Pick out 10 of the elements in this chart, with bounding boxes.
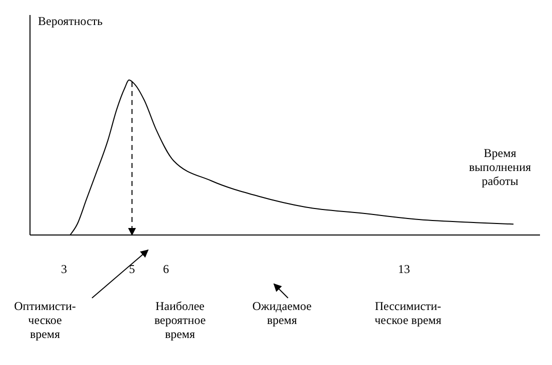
x-tick-label: 13 — [398, 262, 410, 276]
text: Наиболее вероятное время — [154, 299, 206, 341]
y-axis-title: Вероятность — [38, 14, 104, 28]
x-tick-label: 3 — [61, 262, 67, 276]
x-axis-title: Время выполнения работы — [468, 146, 532, 188]
x-tick-label: 6 — [163, 262, 169, 276]
text: Ожидаемое время — [252, 299, 312, 327]
text: Оптимисти- ческое время — [14, 299, 76, 341]
text: Пессимисти- ческое время — [374, 299, 442, 327]
x-tick-label: 5 — [129, 262, 135, 276]
